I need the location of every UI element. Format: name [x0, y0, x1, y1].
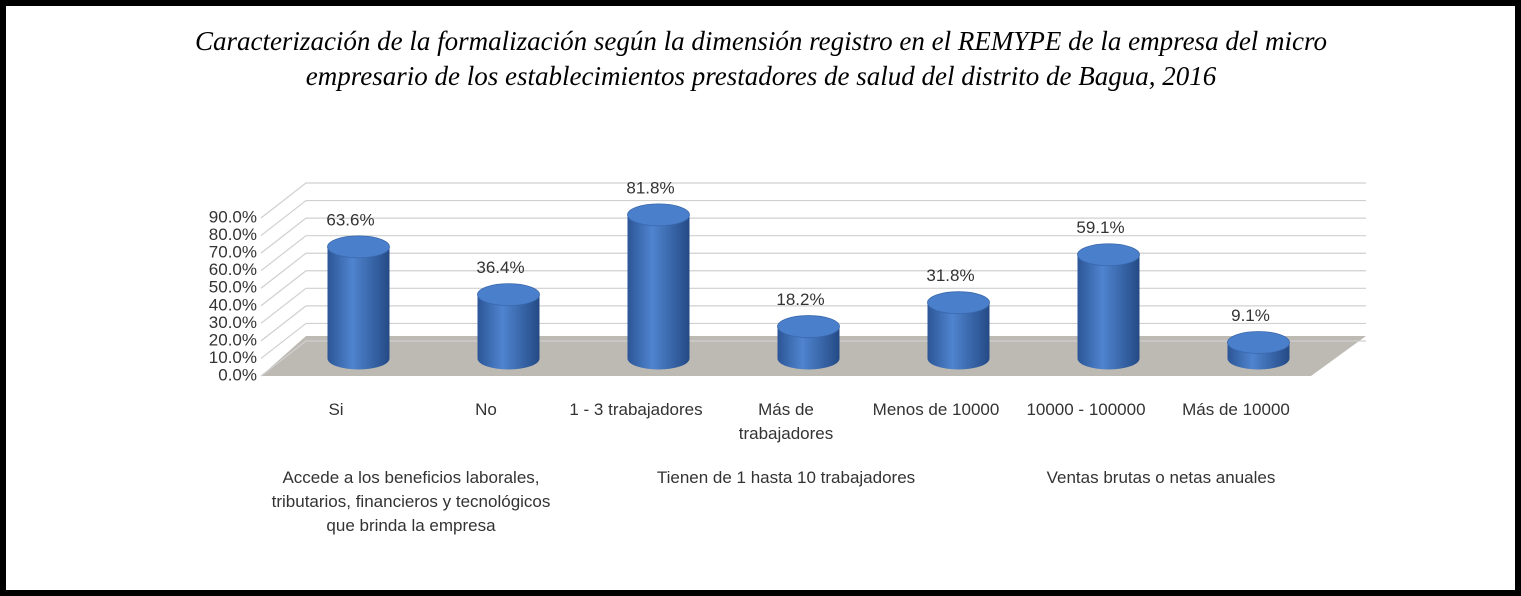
bar-top	[927, 291, 990, 315]
x-tick-label: 1 - 3 trabajadores	[569, 400, 703, 419]
grid-line	[260, 305, 1366, 342]
x-tick-label: Menos de 10000	[872, 400, 1000, 419]
grid-line	[260, 217, 1366, 254]
grid-line	[260, 287, 1366, 324]
grid-line	[260, 252, 1366, 289]
group-label: Tienen de 1 hasta 10 trabajadores	[656, 468, 916, 487]
grid-line	[260, 182, 1366, 219]
y-tick-label: 10.0%	[209, 348, 257, 367]
grid-line	[260, 199, 1366, 237]
y-tick-label: 0.0%	[218, 365, 257, 384]
bar-top	[327, 235, 390, 259]
y-tick-label: 30.0%	[209, 313, 257, 332]
group-label: Ventas brutas o netas anuales	[1046, 468, 1276, 487]
data-label: 36.4%	[476, 258, 524, 277]
bar-top	[477, 283, 540, 306]
y-tick-label: 20.0%	[209, 330, 257, 349]
grid-line	[260, 270, 1366, 307]
chart-title: Caracterización de la formalización segú…	[194, 26, 1328, 91]
data-label: 18.2%	[776, 290, 824, 309]
bar	[927, 302, 990, 370]
data-label: 81.8%	[626, 178, 674, 197]
x-tick-label: Más de 10000	[1182, 400, 1290, 419]
y-tick-label: 80.0%	[209, 225, 257, 244]
data-label: 31.8%	[926, 266, 974, 285]
y-tick-label: 60.0%	[209, 260, 257, 279]
bar-top	[777, 315, 840, 338]
bar	[627, 214, 690, 370]
data-label: 63.6%	[326, 210, 374, 229]
bar	[777, 326, 840, 370]
x-tick-label: 10000 - 100000	[1026, 400, 1146, 419]
bar-top	[1077, 243, 1140, 267]
y-tick-label: 50.0%	[209, 278, 257, 297]
bar	[1077, 254, 1140, 370]
y-tick-label: 70.0%	[209, 243, 257, 262]
x-tick-label: Si	[328, 400, 344, 419]
grid-line	[260, 235, 1366, 272]
y-tick-label: 90.0%	[209, 207, 257, 226]
x-tick-label: No	[475, 400, 497, 419]
y-tick-label: 40.0%	[209, 295, 257, 314]
plot: 0.0%10.0%20.0%30.0%40.0%50.0%60.0%70.0%8…	[209, 178, 1366, 384]
bar-top	[627, 203, 690, 227]
data-label: 9.1%	[1231, 306, 1270, 325]
data-label: 59.1%	[1076, 218, 1124, 237]
grid-line	[260, 340, 1366, 377]
grid-line	[260, 322, 1366, 359]
bar	[477, 294, 540, 370]
group-label: Accede a los beneficios laborales, tribu…	[271, 468, 551, 535]
bar	[327, 246, 390, 370]
bar-top	[1227, 331, 1290, 354]
x-tick-label: Más de trabajadores	[738, 400, 834, 443]
